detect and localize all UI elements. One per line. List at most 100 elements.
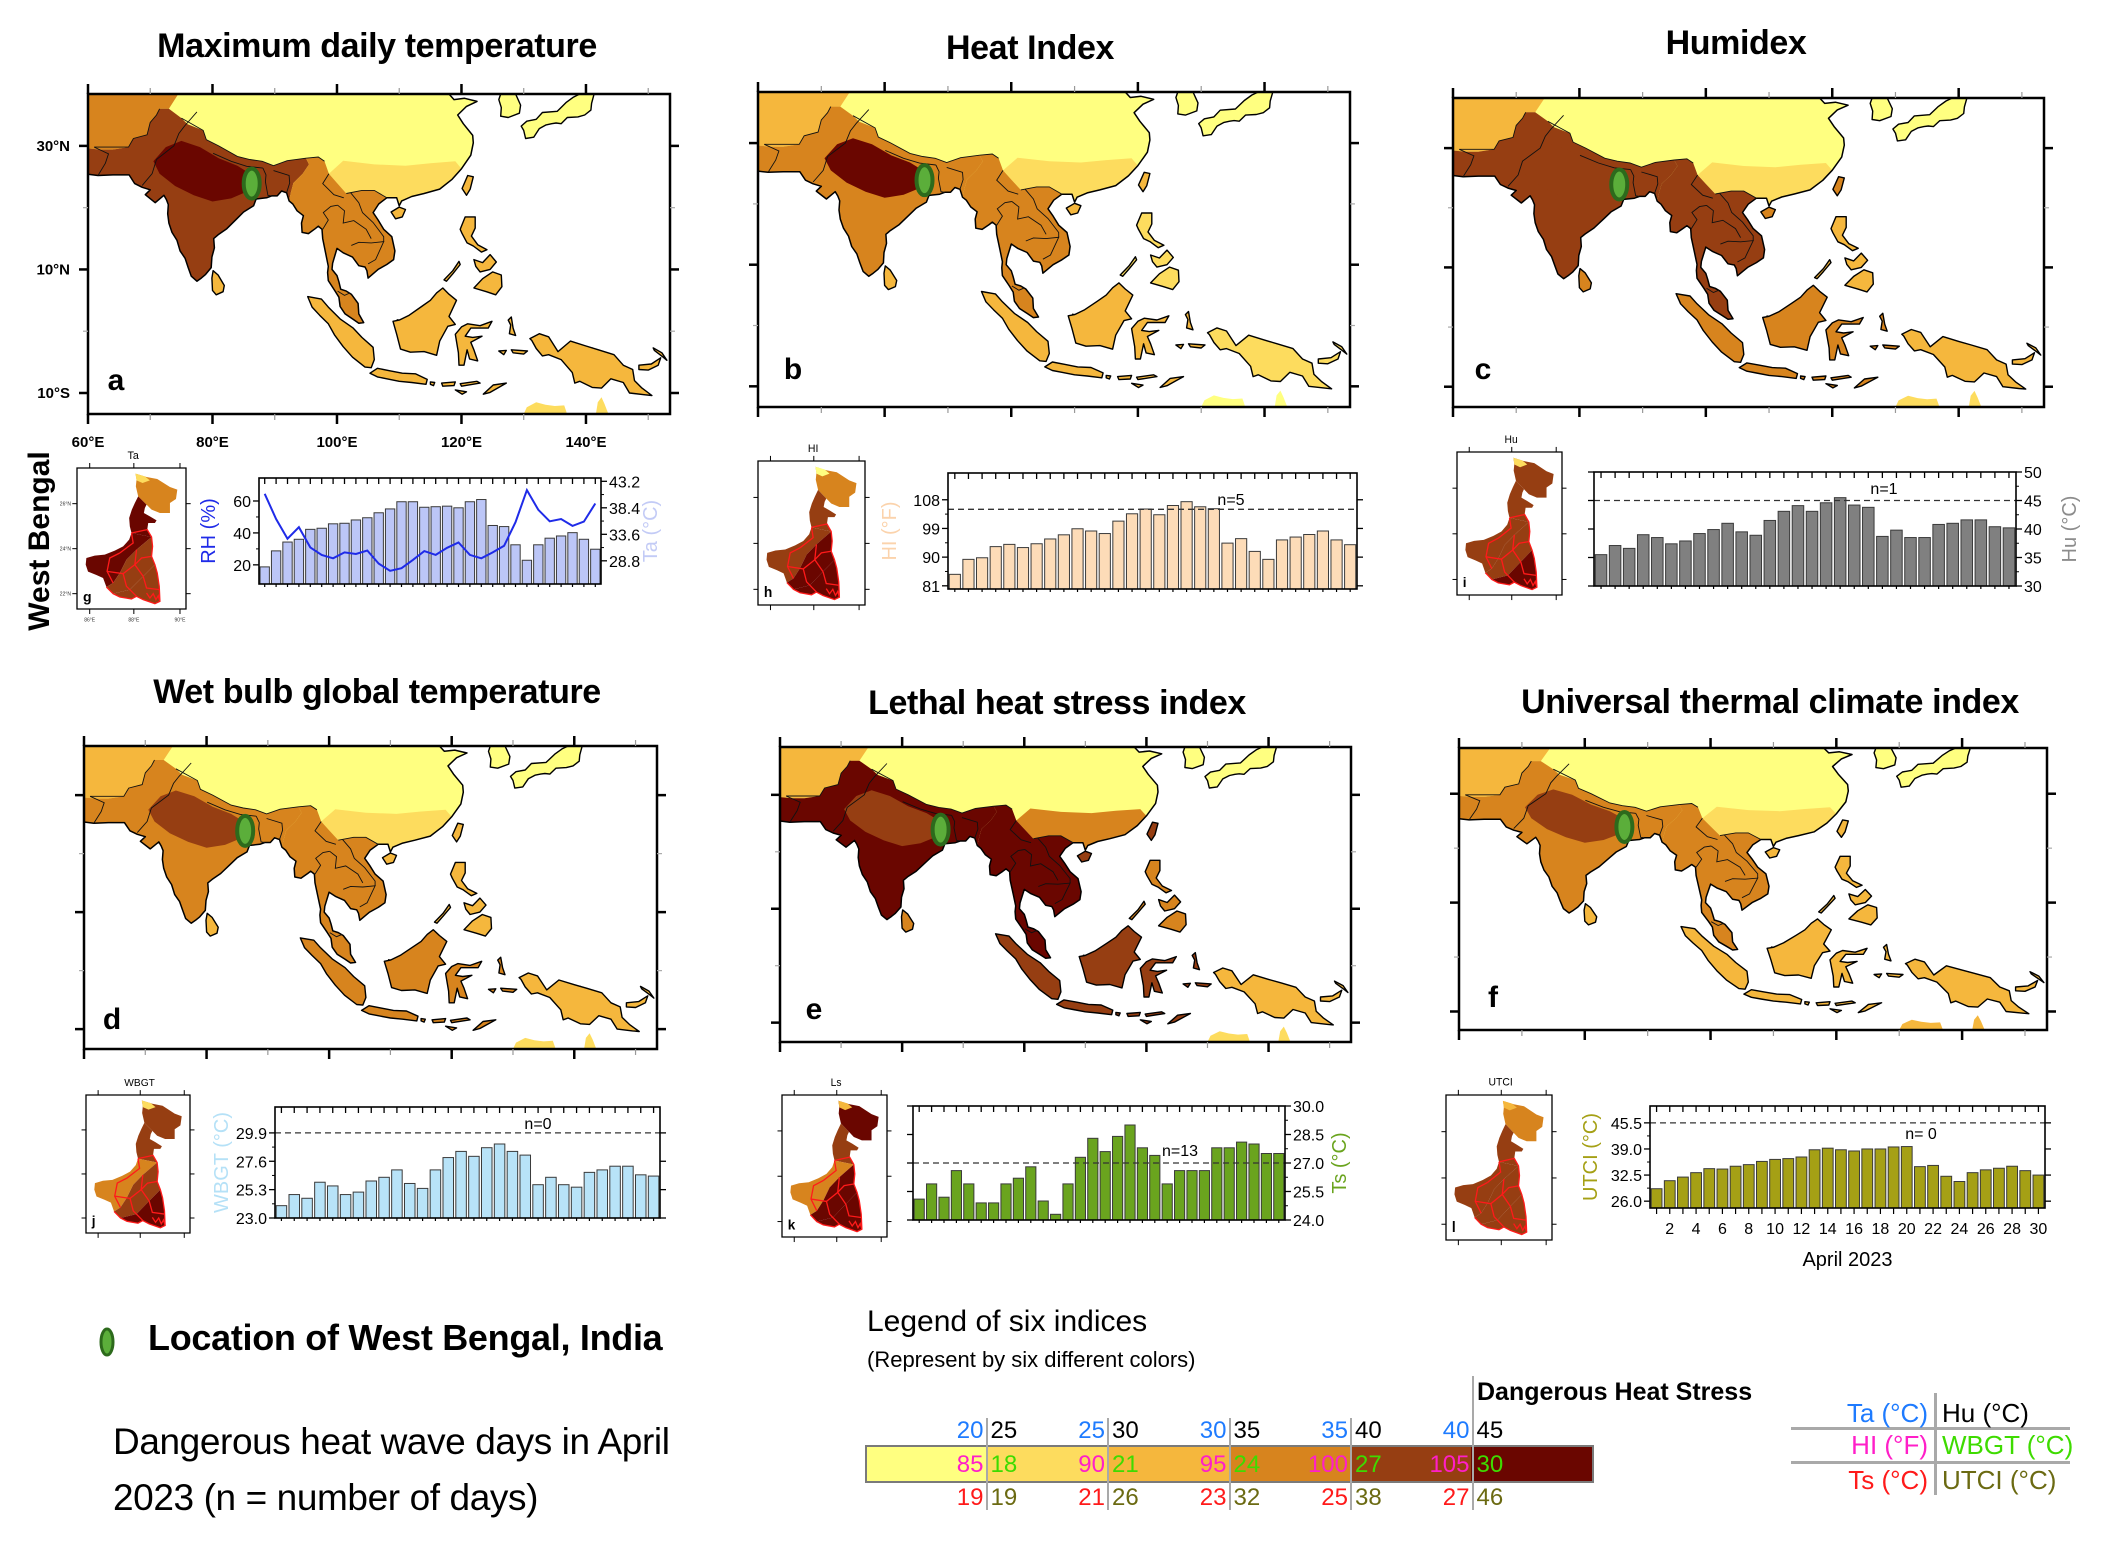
map-panel-ls: e [771, 737, 1360, 1052]
wb-district-boundary [1510, 1206, 1526, 1220]
key-hu: Hu (°C) [1942, 1398, 2029, 1428]
island-palawan [433, 903, 452, 924]
country-border [90, 759, 155, 797]
bar-day-14 [1074, 1156, 1086, 1221]
island-borneo [1067, 282, 1134, 350]
x-tick-label: 6 [1718, 1221, 1727, 1238]
island-new-guinea [1212, 967, 1334, 1026]
island-sumatra [1680, 925, 1749, 990]
bar-day-28 [1316, 530, 1330, 590]
wb-region-neck [135, 1122, 162, 1163]
legend-divider-dangerous [1471, 1376, 1474, 1510]
country-border [1710, 845, 1746, 876]
wb-district-boundary [810, 1157, 862, 1232]
bar-day-11 [1735, 531, 1748, 587]
bar-day-19 [506, 1150, 519, 1219]
bar-day-17 [1166, 505, 1180, 590]
panel-letter-b: b [783, 353, 803, 386]
island-sulawesi [1825, 316, 1864, 361]
bar-day-9 [1057, 534, 1070, 590]
country-border [346, 189, 388, 199]
bar-day-16 [1099, 1151, 1111, 1221]
wb-district-boundary [1475, 1158, 1527, 1234]
map-lat-label: 30°N [36, 138, 70, 155]
map-frame [86, 92, 672, 416]
bar-day-11 [1782, 1158, 1795, 1209]
country-border [1690, 204, 1707, 229]
bar-day-25 [1275, 539, 1289, 590]
island-sumba [1829, 1008, 1843, 1014]
bar-day-15 [419, 506, 430, 585]
country-border [1695, 817, 1718, 840]
island-java [1055, 999, 1114, 1016]
bar-day-28 [1974, 519, 1988, 587]
x-tick-label: 26 [1977, 1221, 1995, 1238]
region-south-china [1702, 806, 1837, 847]
mini-map-title: HI [808, 443, 818, 455]
island-luzon [459, 216, 488, 253]
region-west-highlands [84, 746, 173, 799]
region-indochina [289, 157, 395, 324]
map-utci [1450, 738, 2056, 1040]
bar-day-29 [634, 1174, 647, 1219]
island-new-britain [2011, 351, 2036, 366]
wb-district-boundary [1475, 1182, 1487, 1213]
bar-day-16 [430, 506, 441, 585]
bar-day-3 [282, 541, 293, 585]
region-india-core [148, 790, 247, 848]
bar-day-25 [1932, 523, 1945, 587]
wb-region-south [810, 1164, 858, 1222]
bar-day-13 [429, 1169, 442, 1219]
island-halmahera [1184, 310, 1194, 331]
island-palawan [443, 260, 461, 282]
country-border [1553, 768, 1699, 812]
bar-day-16 [1153, 514, 1166, 590]
country-border [1459, 148, 1475, 177]
bar-day-14 [1125, 513, 1139, 590]
wb-district-boundary [849, 1221, 862, 1229]
y-tick-label: 25.3 [236, 1183, 267, 1200]
region-australia [584, 1033, 597, 1049]
wb-region-southeast [793, 559, 840, 600]
island-timor [1167, 1012, 1192, 1025]
bar-day-19 [1136, 1147, 1148, 1221]
island-japan [1204, 747, 1278, 789]
bar-day-29 [1330, 539, 1343, 590]
bar-day-18 [493, 1143, 506, 1219]
key-row-divider [1791, 1461, 2070, 1464]
island-timor [1159, 375, 1185, 389]
wb-district-boundary [811, 1181, 823, 1211]
legend-ta-value: 35 [1321, 1417, 1348, 1444]
region-south-china [1016, 808, 1147, 851]
x-tick-label: 22 [1924, 1221, 1942, 1238]
country-border [266, 818, 284, 840]
y-tick-label: 28.5 [1293, 1128, 1324, 1145]
panel-title-a: Maximum daily temperature [157, 27, 597, 65]
legend-color-level-4 [1229, 1447, 1351, 1481]
island-borneo [1762, 284, 1828, 352]
country-border [1024, 189, 1060, 238]
heatwave-days-line-2: 2023 (n = number of days) [113, 1477, 539, 1518]
island-halmahera [507, 316, 517, 337]
bar-day-18 [1874, 1148, 1887, 1209]
island-new-guinea [529, 332, 653, 397]
legend-utci-value: 26 [1112, 1484, 1139, 1511]
bar-day-2 [270, 550, 282, 585]
legend-hu-value: 35 [1233, 1417, 1261, 1444]
bar-day-11 [403, 1182, 416, 1219]
island-visayas [1844, 252, 1869, 271]
island-visayas [1149, 249, 1174, 268]
bar-day-26 [544, 537, 555, 585]
mini-map-hi: HI h [758, 443, 865, 605]
legend-utci-value: 46 [1476, 1484, 1504, 1511]
region-australia [1278, 1026, 1291, 1042]
y-axis-label: WBGT (°C) [211, 1112, 233, 1213]
island-mindanao [463, 913, 493, 937]
wb-region-north [135, 473, 178, 513]
island-sumbawa [431, 1017, 447, 1024]
wb-region-north [141, 1100, 182, 1140]
bar-day-27 [1960, 519, 1974, 587]
bar-day-5 [326, 1185, 339, 1219]
y-tick-label: 27.6 [236, 1154, 267, 1171]
dangerous-days-count: n=13 [1162, 1143, 1198, 1160]
